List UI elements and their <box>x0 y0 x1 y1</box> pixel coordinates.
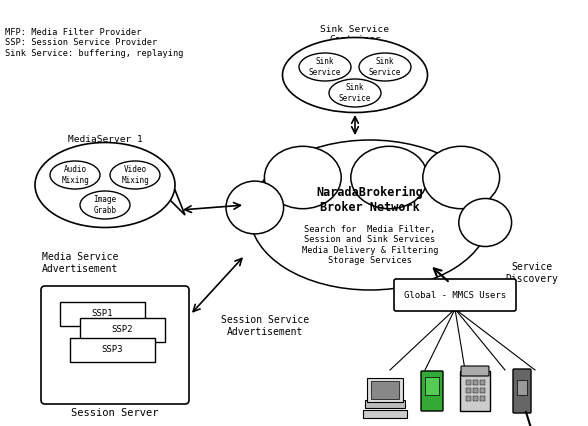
Text: NaradaBrokering
Broker Network: NaradaBrokering Broker Network <box>316 186 423 214</box>
FancyBboxPatch shape <box>421 371 443 411</box>
Ellipse shape <box>351 146 427 209</box>
Ellipse shape <box>423 146 500 209</box>
Text: Service
Discovery: Service Discovery <box>506 262 559 284</box>
FancyBboxPatch shape <box>60 302 145 326</box>
Text: Session Service
Advertisement: Session Service Advertisement <box>221 315 309 337</box>
FancyBboxPatch shape <box>473 388 478 393</box>
FancyBboxPatch shape <box>394 279 516 311</box>
Text: Sink
Service: Sink Service <box>339 83 371 103</box>
FancyBboxPatch shape <box>480 396 485 401</box>
FancyBboxPatch shape <box>367 378 403 402</box>
FancyBboxPatch shape <box>70 338 155 362</box>
FancyBboxPatch shape <box>466 396 471 401</box>
Text: Media Service
Advertisement: Media Service Advertisement <box>42 252 118 273</box>
FancyBboxPatch shape <box>460 371 490 411</box>
Ellipse shape <box>359 53 411 81</box>
Text: MediaServer 1: MediaServer 1 <box>68 135 142 144</box>
FancyBboxPatch shape <box>363 410 407 418</box>
FancyBboxPatch shape <box>466 380 471 385</box>
Ellipse shape <box>282 37 427 112</box>
FancyBboxPatch shape <box>473 396 478 401</box>
Text: SSP1: SSP1 <box>92 310 113 319</box>
FancyBboxPatch shape <box>480 388 485 393</box>
Text: Session Server: Session Server <box>71 408 159 418</box>
Ellipse shape <box>35 143 175 227</box>
FancyBboxPatch shape <box>473 380 478 385</box>
Text: Audio
Mixing: Audio Mixing <box>61 165 89 185</box>
Text: SSP3: SSP3 <box>102 345 123 354</box>
Ellipse shape <box>50 161 100 189</box>
Ellipse shape <box>110 161 160 189</box>
Polygon shape <box>165 190 185 215</box>
Ellipse shape <box>299 53 351 81</box>
FancyBboxPatch shape <box>80 318 165 342</box>
FancyBboxPatch shape <box>466 388 471 393</box>
Ellipse shape <box>329 79 381 107</box>
Text: MFP: Media Filter Provider
SSP: Session Service Provider
Sink Service: buffering: MFP: Media Filter Provider SSP: Session … <box>5 28 183 58</box>
Text: Video
Mixing: Video Mixing <box>121 165 149 185</box>
Ellipse shape <box>265 146 341 209</box>
FancyBboxPatch shape <box>517 380 527 395</box>
Text: SSP2: SSP2 <box>112 325 133 334</box>
FancyBboxPatch shape <box>425 377 439 395</box>
FancyBboxPatch shape <box>371 381 399 399</box>
FancyBboxPatch shape <box>513 369 531 413</box>
Ellipse shape <box>459 199 512 247</box>
FancyBboxPatch shape <box>365 400 405 408</box>
Text: Sink
Service: Sink Service <box>369 58 401 77</box>
Ellipse shape <box>80 191 130 219</box>
Ellipse shape <box>250 140 490 290</box>
FancyBboxPatch shape <box>480 380 485 385</box>
Text: Sink
Service: Sink Service <box>309 58 341 77</box>
Text: Sink Service
Container: Sink Service Container <box>320 25 389 44</box>
FancyBboxPatch shape <box>41 286 189 404</box>
FancyBboxPatch shape <box>461 366 489 376</box>
Text: Global - MMCS Users: Global - MMCS Users <box>404 291 506 299</box>
Text: Search for  Media Filter,
Session and Sink Services
Media Delivery & Filtering
S: Search for Media Filter, Session and Sin… <box>302 225 438 265</box>
Ellipse shape <box>226 181 283 234</box>
Text: Image
Grabb: Image Grabb <box>93 195 116 215</box>
